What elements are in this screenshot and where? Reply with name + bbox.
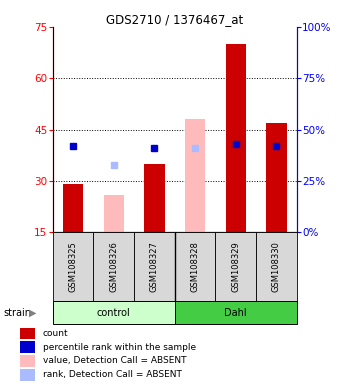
Bar <box>53 232 93 301</box>
Text: GSM108330: GSM108330 <box>272 242 281 292</box>
Bar <box>104 195 124 232</box>
Bar <box>93 232 134 301</box>
Bar <box>53 301 175 324</box>
Text: control: control <box>97 308 131 318</box>
Text: rank, Detection Call = ABSENT: rank, Detection Call = ABSENT <box>43 370 182 379</box>
Text: GSM108326: GSM108326 <box>109 242 118 292</box>
Text: GSM108329: GSM108329 <box>231 242 240 292</box>
Bar <box>20 341 35 353</box>
Bar <box>225 44 246 232</box>
Text: GSM108325: GSM108325 <box>69 242 78 292</box>
Bar <box>134 232 175 301</box>
Bar <box>185 119 205 232</box>
Bar <box>256 232 297 301</box>
Text: GSM108328: GSM108328 <box>191 242 199 292</box>
Text: Dahl: Dahl <box>224 308 247 318</box>
Bar <box>20 369 35 381</box>
Text: percentile rank within the sample: percentile rank within the sample <box>43 343 196 352</box>
Bar <box>216 232 256 301</box>
Bar <box>20 355 35 367</box>
Text: ▶: ▶ <box>29 308 36 318</box>
Text: strain: strain <box>3 308 31 318</box>
Title: GDS2710 / 1376467_at: GDS2710 / 1376467_at <box>106 13 243 26</box>
Text: count: count <box>43 329 69 338</box>
Text: value, Detection Call = ABSENT: value, Detection Call = ABSENT <box>43 356 186 366</box>
Bar <box>20 328 35 339</box>
Bar <box>175 232 216 301</box>
Bar <box>175 301 297 324</box>
Bar <box>63 184 83 232</box>
Bar <box>266 123 286 232</box>
Text: GSM108327: GSM108327 <box>150 242 159 292</box>
Bar <box>144 164 165 232</box>
